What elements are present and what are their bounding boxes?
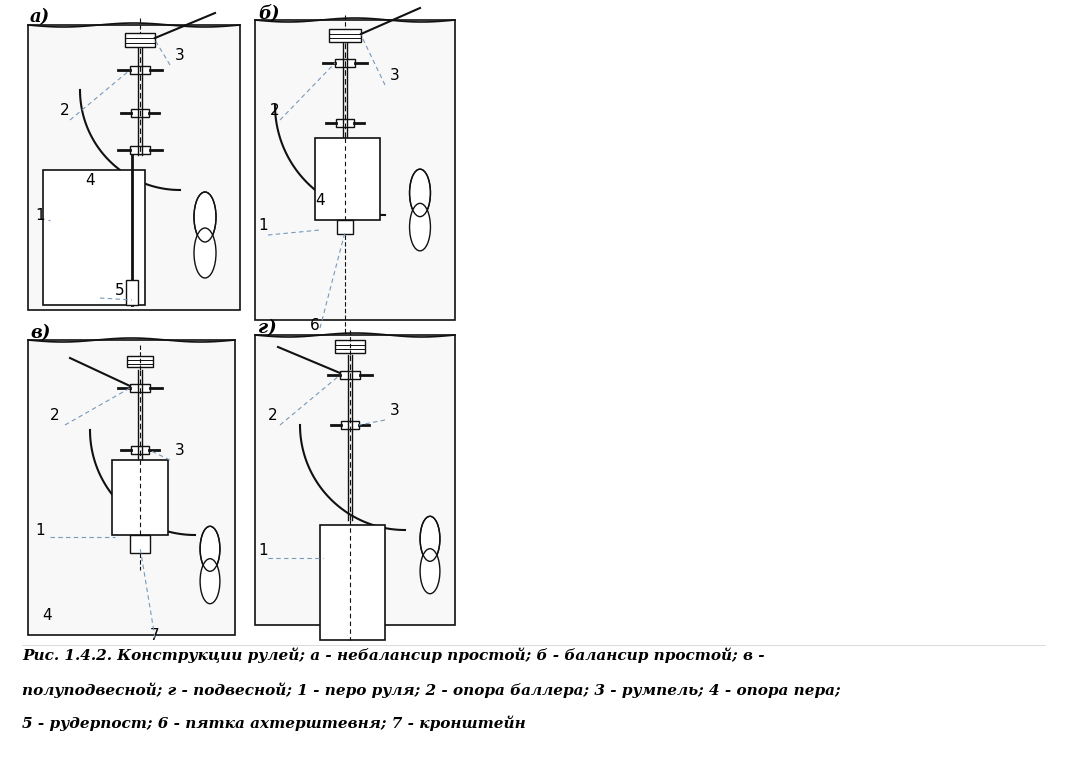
Text: полуподвесной; г - подвесной; 1 - перо руля; 2 - опора баллера; 3 - румпель; 4 -: полуподвесной; г - подвесной; 1 - перо р…: [22, 683, 841, 698]
Bar: [315, 138, 380, 220]
Text: 2: 2: [270, 103, 280, 118]
Bar: [28, 340, 235, 635]
Ellipse shape: [410, 169, 430, 216]
Text: 3: 3: [391, 68, 400, 83]
Bar: [127, 356, 153, 367]
Bar: [43, 170, 145, 305]
Ellipse shape: [410, 203, 430, 251]
Text: 2: 2: [268, 408, 277, 423]
Text: 5 - рудерпост; 6 - пятка ахтерштевня; 7 - кронштейн: 5 - рудерпост; 6 - пятка ахтерштевня; 7 …: [22, 715, 526, 731]
Ellipse shape: [201, 526, 220, 571]
Ellipse shape: [420, 516, 440, 562]
Text: в): в): [30, 324, 50, 342]
Text: 7: 7: [150, 628, 160, 643]
Bar: [130, 384, 150, 392]
Bar: [131, 109, 149, 117]
Bar: [125, 33, 155, 47]
Bar: [112, 460, 168, 535]
Text: 2: 2: [50, 408, 60, 423]
Bar: [335, 59, 355, 67]
Text: г): г): [258, 319, 276, 337]
Bar: [335, 340, 365, 353]
Bar: [340, 371, 360, 379]
Text: 1: 1: [35, 208, 45, 223]
Bar: [341, 421, 359, 429]
Ellipse shape: [201, 558, 220, 604]
Text: Рис. 1.4.2. Конструкции рулей; а - небалансир простой; б - балансир простой; в -: Рис. 1.4.2. Конструкции рулей; а - небал…: [22, 647, 765, 663]
Text: 1: 1: [35, 523, 45, 538]
Text: 5: 5: [115, 283, 125, 298]
Text: 6: 6: [310, 318, 320, 333]
Ellipse shape: [194, 228, 216, 278]
Text: 1: 1: [258, 543, 268, 558]
Bar: [336, 119, 354, 127]
Text: 3: 3: [175, 443, 185, 458]
Ellipse shape: [420, 549, 440, 594]
Text: 4: 4: [315, 193, 324, 208]
Bar: [255, 335, 455, 625]
Text: 4: 4: [42, 608, 51, 623]
Bar: [130, 146, 150, 154]
Bar: [320, 525, 385, 640]
Text: 2: 2: [60, 103, 69, 118]
Bar: [131, 446, 149, 454]
Bar: [130, 535, 150, 553]
Bar: [130, 516, 150, 524]
Text: 1: 1: [258, 218, 268, 233]
Bar: [126, 280, 138, 305]
Text: 3: 3: [391, 403, 400, 418]
Bar: [337, 220, 353, 234]
Text: 3: 3: [175, 48, 185, 63]
Text: а): а): [30, 8, 50, 26]
Text: б): б): [258, 4, 280, 22]
Bar: [28, 25, 240, 310]
Bar: [130, 66, 150, 74]
Bar: [329, 29, 361, 42]
Ellipse shape: [194, 192, 216, 242]
Text: 4: 4: [85, 173, 95, 188]
Bar: [255, 20, 455, 320]
